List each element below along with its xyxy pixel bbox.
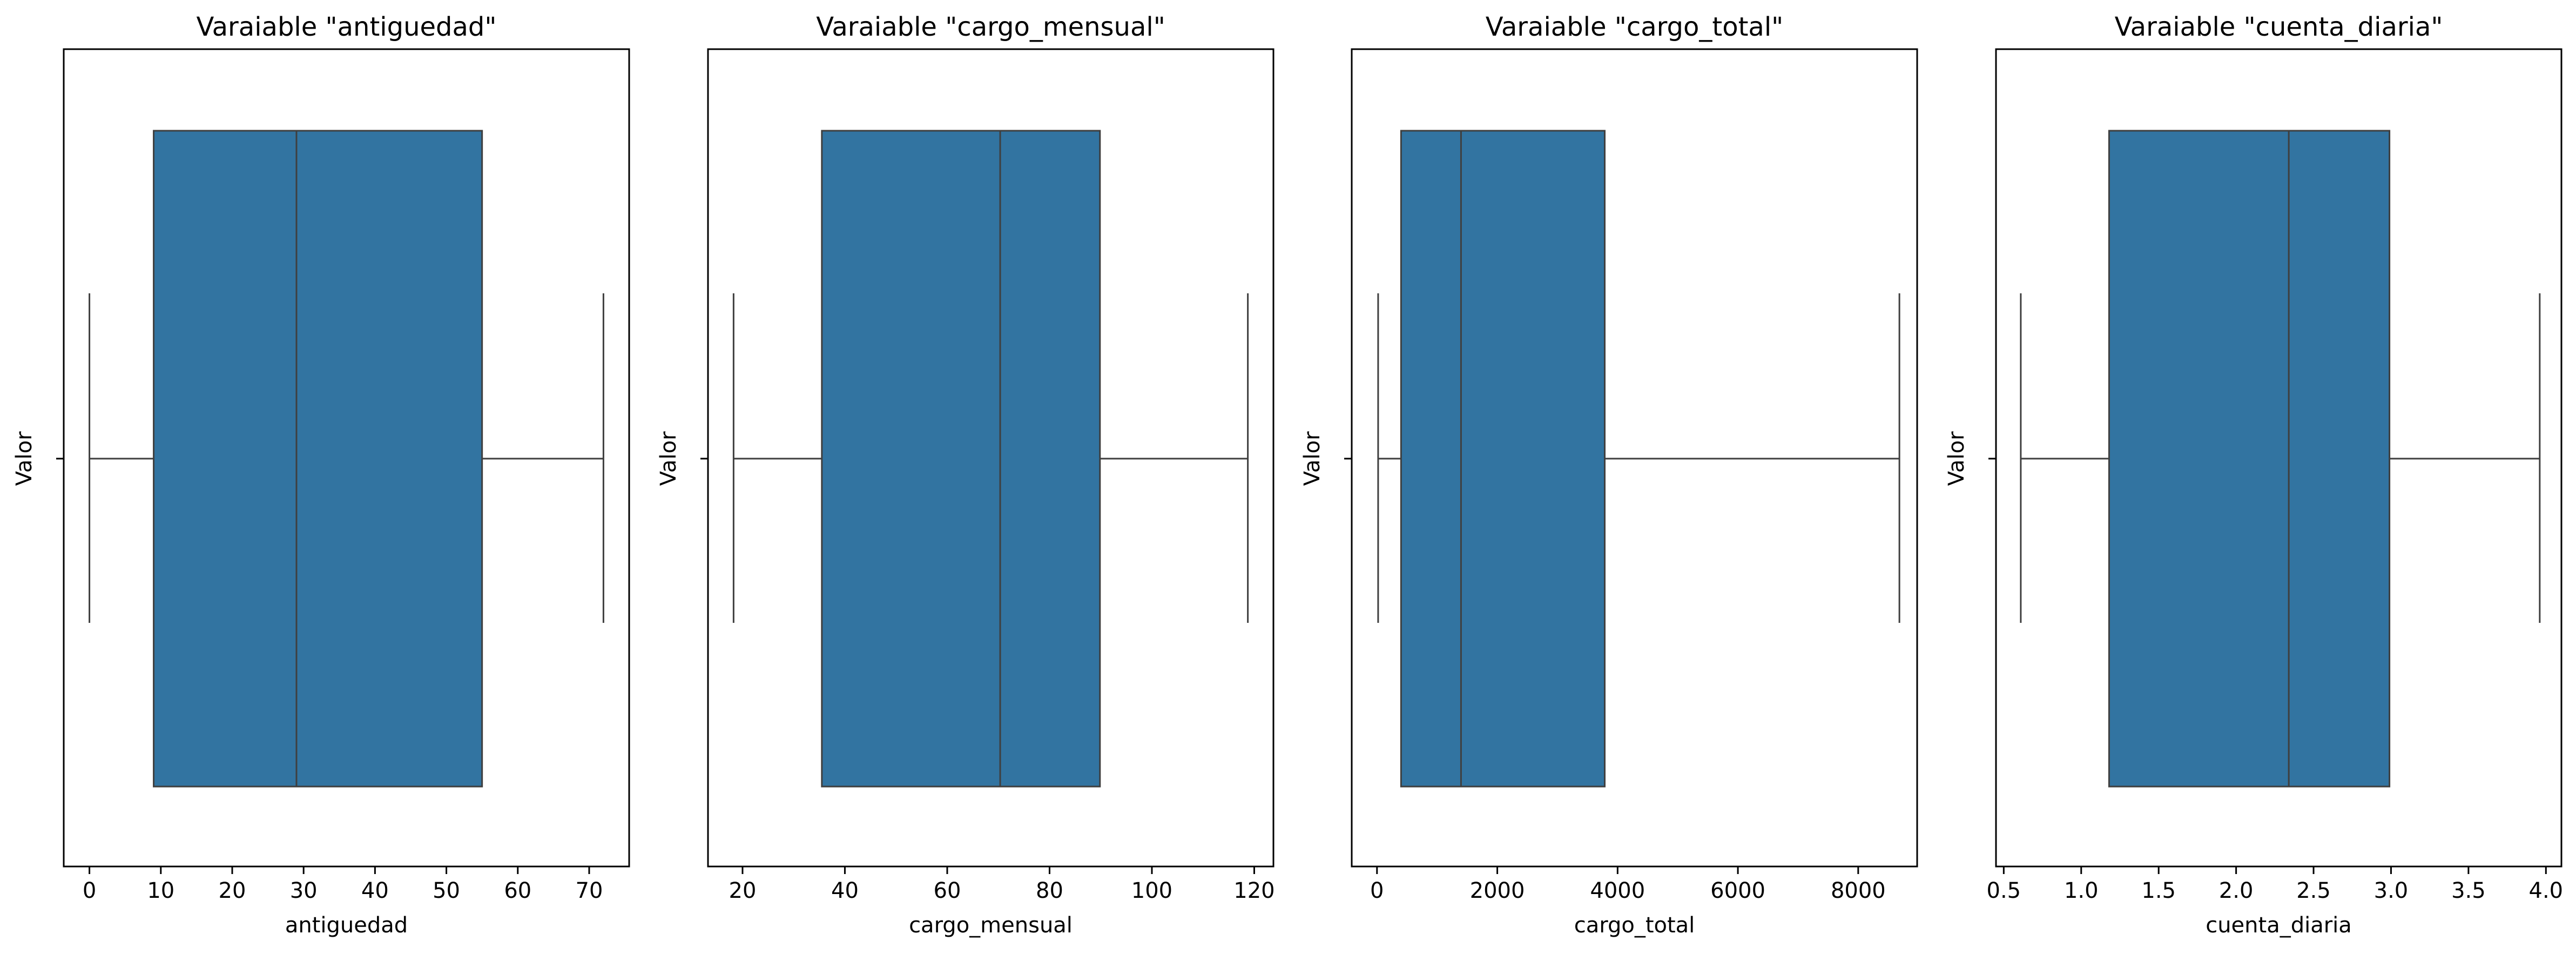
x-tick-label: 4000 bbox=[1590, 878, 1645, 903]
x-tick-label: 70 bbox=[576, 878, 603, 903]
x-tick-label: 1.0 bbox=[2064, 878, 2099, 903]
iqr-box bbox=[821, 130, 1101, 788]
x-tick-label: 20 bbox=[729, 878, 757, 903]
x-axis-label: cuenta_diaria bbox=[2206, 913, 2352, 938]
y-axis-label: Valor bbox=[12, 431, 37, 486]
x-tick-label: 50 bbox=[433, 878, 460, 903]
x-tick-label: 1.5 bbox=[2141, 878, 2176, 903]
x-tick-label: 10 bbox=[147, 878, 174, 903]
x-tick-label: 0.5 bbox=[1987, 878, 2021, 903]
x-tick-label: 2000 bbox=[1470, 878, 1525, 903]
y-axis-label: Valor bbox=[656, 431, 681, 486]
x-tick-label: 60 bbox=[934, 878, 961, 903]
x-tick-label: 3.0 bbox=[2374, 878, 2409, 903]
x-tick-label: 100 bbox=[1131, 878, 1172, 903]
x-tick-label: 40 bbox=[831, 878, 859, 903]
x-tick-label: 80 bbox=[1036, 878, 1063, 903]
y-axis-label: Valor bbox=[1300, 431, 1325, 486]
y-axis-label: Valor bbox=[1944, 431, 1969, 486]
x-tick-label: 4.0 bbox=[2529, 878, 2564, 903]
x-axis-label: cargo_total bbox=[1574, 913, 1695, 938]
panel-title: Varaiable "cargo_mensual" bbox=[816, 12, 1165, 42]
iqr-box bbox=[153, 130, 483, 788]
x-tick-label: 120 bbox=[1233, 878, 1274, 903]
x-tick-label: 2.0 bbox=[2219, 878, 2254, 903]
iqr-box bbox=[1400, 130, 1606, 788]
x-axis-label: antiguedad bbox=[285, 913, 408, 938]
iqr-box bbox=[2108, 130, 2391, 788]
x-tick-label: 2.5 bbox=[2296, 878, 2331, 903]
x-tick-label: 20 bbox=[219, 878, 246, 903]
x-tick-label: 40 bbox=[361, 878, 389, 903]
x-tick-label: 60 bbox=[504, 878, 531, 903]
panel-title: Varaiable "antiguedad" bbox=[197, 12, 497, 42]
x-tick-label: 0 bbox=[1370, 878, 1384, 903]
x-tick-label: 8000 bbox=[1831, 878, 1886, 903]
x-tick-label: 3.5 bbox=[2451, 878, 2486, 903]
panel-title: Varaiable "cargo_total" bbox=[1486, 12, 1783, 42]
x-axis-label: cargo_mensual bbox=[909, 913, 1073, 938]
x-tick-label: 0 bbox=[83, 878, 96, 903]
panel-title: Varaiable "cuenta_diaria" bbox=[2115, 12, 2443, 42]
x-tick-label: 30 bbox=[290, 878, 318, 903]
x-tick-label: 6000 bbox=[1710, 878, 1765, 903]
